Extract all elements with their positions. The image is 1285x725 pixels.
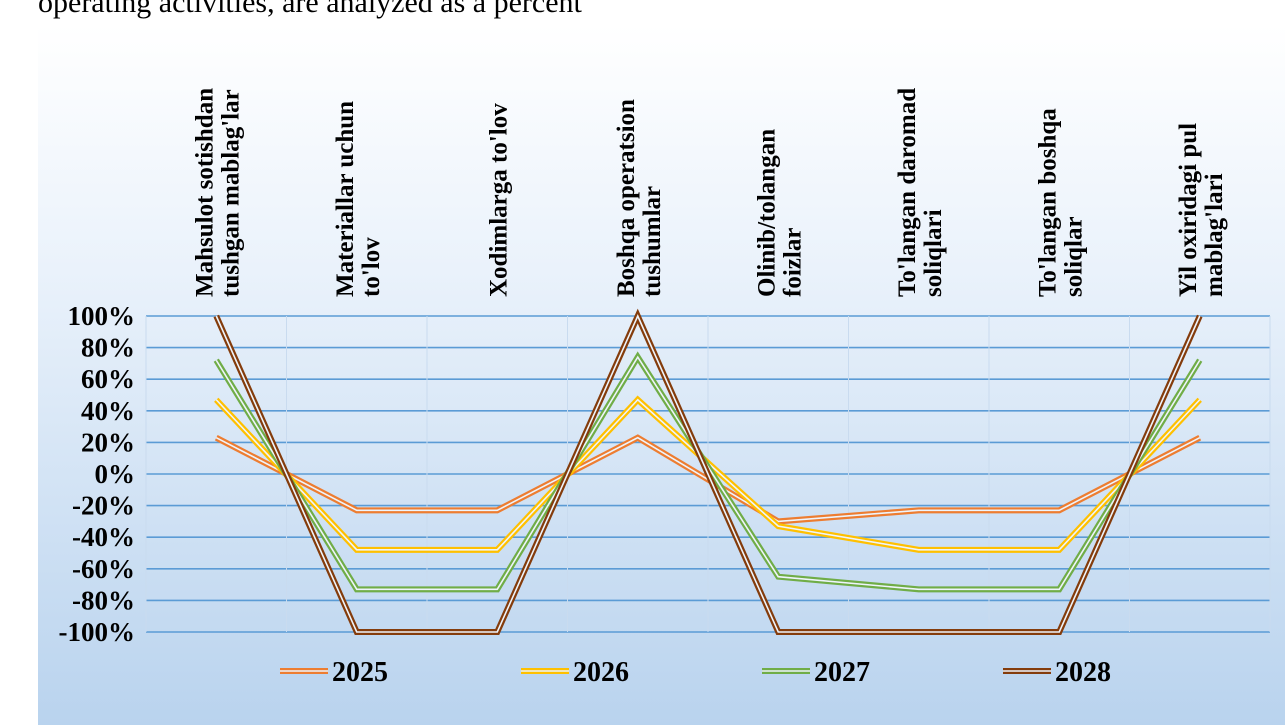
legend-label: 2026 <box>573 657 629 688</box>
category-label: soliqlari <box>920 209 947 297</box>
y-tick-label: 60% <box>81 364 135 394</box>
line-chart: 100%80%60%40%20%0%-20%-40%-60%-80%-100% … <box>59 88 1271 688</box>
legend-item: 2027 <box>762 657 870 688</box>
y-tick-label: 80% <box>81 333 135 363</box>
y-tick-label: 100% <box>68 301 136 331</box>
series-lines <box>213 308 1203 635</box>
y-tick-label: 20% <box>81 427 135 457</box>
category-labels: Mahsulot sotishdan tushgan mablag'lar Mate… <box>191 88 1228 297</box>
legend-label: 2028 <box>1055 657 1111 688</box>
y-tick-label: 0% <box>95 459 136 489</box>
category-label: Olinib/tolangan <box>753 129 780 297</box>
category-label: To'langan boshqa <box>1034 108 1061 297</box>
category-label: Materiallar uchun <box>332 101 359 297</box>
category-label: To'langan daromad <box>894 88 921 297</box>
category-label: Mahsulot sotishdan <box>191 88 218 297</box>
legend-label: 2027 <box>814 657 870 688</box>
series-line-inner <box>215 314 1201 633</box>
y-tick-label: 40% <box>81 396 135 426</box>
y-tick-label: -20% <box>72 491 135 521</box>
y-tick-label: -100% <box>59 617 136 647</box>
legend-item: 2026 <box>521 657 629 688</box>
category-label: soliqlar <box>1060 216 1087 297</box>
y-tick-label: -80% <box>72 585 135 615</box>
category-label: Boshqa operatsion <box>613 99 640 297</box>
y-tick-label: -40% <box>72 522 135 552</box>
legend-item: 2025 <box>280 657 388 688</box>
category-label: Yil oxiridagi pul <box>1175 123 1202 297</box>
y-axis-ticks: 100%80%60%40%20%0%-20%-40%-60%-80%-100% <box>59 301 136 647</box>
series-2028 <box>213 308 1203 635</box>
category-label: tushumlar <box>639 186 666 297</box>
legend: 2025 2026 2027 2028 <box>280 657 1111 688</box>
category-label: to'lov <box>358 237 385 297</box>
chart-area: 100% 80% 60% 40% 20% 0% -20% -40% -60% -80% -100% … <box>38 25 1285 725</box>
y-tick-label: -60% <box>72 554 135 584</box>
category-label: mablag'lari <box>1201 173 1228 297</box>
legend-label: 2025 <box>332 657 388 688</box>
category-label: tushgan mablag'lar <box>217 89 244 297</box>
category-label: foizlar <box>779 228 806 297</box>
legend-item: 2028 <box>1003 657 1111 688</box>
header-text: operating activities, are analyzed as a … <box>38 0 582 19</box>
category-label: Xodimlarga to'lov <box>485 103 512 297</box>
